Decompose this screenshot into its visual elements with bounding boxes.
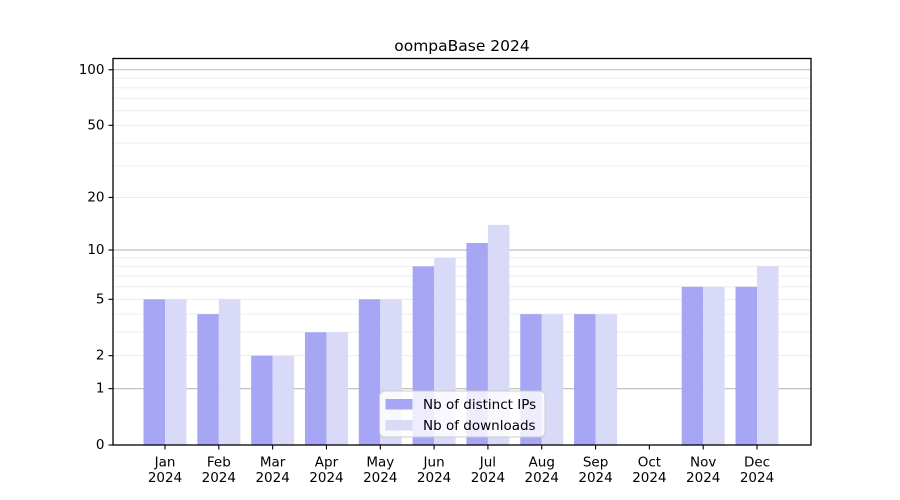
x-tick-label-month-sep: Sep [583,455,608,471]
y-axis: 0 1 2 5 10 20 50 100 [79,62,113,453]
x-tick-label-year-apr: 2024 [309,470,343,486]
plot-border [112,57,812,446]
chart-title: oompaBase 2024 [394,37,530,55]
x-tick-label-year-oct: 2024 [632,470,666,486]
bar-downloads-feb [218,299,241,445]
y-tick-label-5: 5 [96,291,105,307]
legend-label-downloads: Nb of downloads [423,418,536,434]
legend: Nb of distinct IPs Nb of downloads [379,390,546,438]
x-tick-label-month-dec: Dec [744,455,770,471]
bar-downloads-aug [541,314,564,445]
x-tick-label-year-jan: 2024 [148,470,182,486]
x-tick-label-year-jun: 2024 [417,470,451,486]
bar-downloads-nov [703,286,725,445]
bar-distinct-ips-nov [681,286,704,445]
x-tick-label-month-may: May [366,455,394,471]
bar-distinct-ips-apr [304,332,327,445]
y-tick-label-20: 20 [87,189,104,205]
x-tick-label-month-nov: Nov [690,455,716,471]
y-tick-label-100: 100 [79,62,105,78]
bar-distinct-ips-may [358,299,381,445]
bar-downloads-apr [326,332,348,445]
legend-box [379,390,546,438]
x-tick-label-year-jul: 2024 [471,470,505,486]
x-tick-label-year-mar: 2024 [255,470,289,486]
legend-swatch-distinct-ips [385,399,413,410]
x-tick-label-year-may: 2024 [363,470,397,486]
x-tick-label-year-nov: 2024 [686,470,720,486]
bar-downloads-jan [165,299,187,445]
legend-label-distinct-ips: Nb of distinct IPs [423,397,536,413]
y-tick-label-10: 10 [87,242,104,258]
x-tick-label-month-apr: Apr [315,455,339,471]
x-tick-label-year-sep: 2024 [578,470,612,486]
bar-downloads-jul [487,224,510,445]
x-tick-label-month-aug: Aug [529,455,555,471]
x-tick-label-month-jun: Jun [423,455,445,471]
bar-distinct-ips-dec [735,286,758,445]
bar-downloads-mar [272,355,295,445]
x-tick-label-month-mar: Mar [260,455,286,471]
x-tick-label-year-feb: 2024 [202,470,236,486]
x-axis: Jan2024Feb2024Mar2024Apr2024May2024Jun20… [148,445,774,486]
bar-distinct-ips-feb [197,314,219,445]
minor-gridlines [113,77,811,357]
legend-swatch-downloads [385,420,413,431]
bar-downloads-dec [757,266,779,445]
x-tick-label-month-oct: Oct [638,455,661,471]
bar-downloads-sep [595,314,618,445]
y-tick-label-1: 1 [96,381,105,397]
x-tick-label-year-dec: 2024 [740,470,774,486]
x-tick-label-month-jan: Jan [154,455,176,471]
y-tick-label-0: 0 [96,437,105,453]
y-tick-label-2: 2 [96,348,105,364]
bar-distinct-ips-sep [574,314,596,445]
x-tick-label-month-jul: Jul [479,455,496,471]
bar-distinct-ips-mar [251,355,273,445]
x-tick-label-year-aug: 2024 [525,470,559,486]
y-tick-label-50: 50 [87,117,104,133]
bar-distinct-ips-jan [143,299,165,445]
x-tick-label-month-feb: Feb [207,455,231,471]
